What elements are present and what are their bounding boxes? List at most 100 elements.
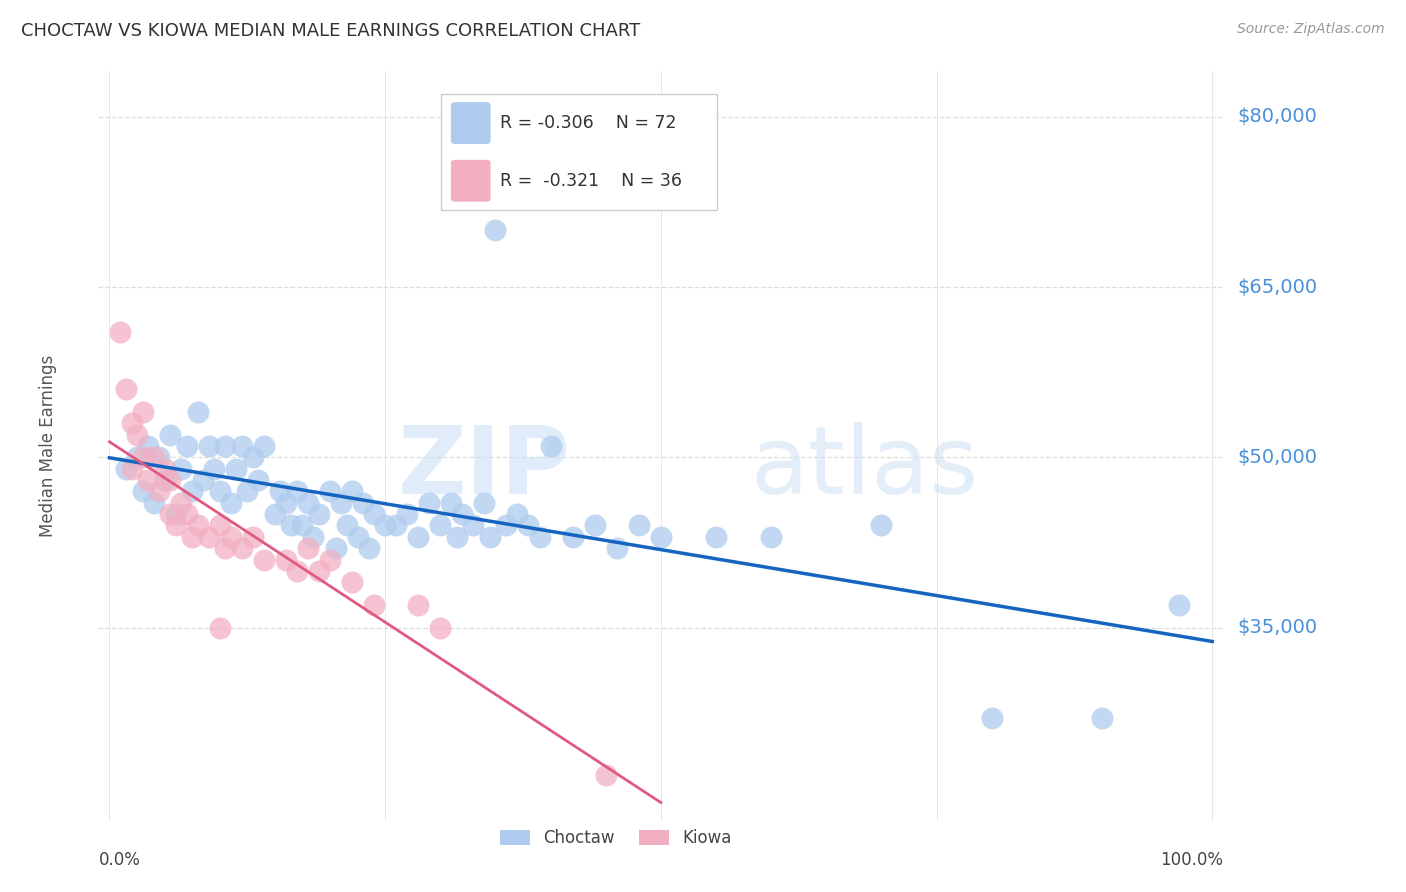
- Point: [363, 507, 385, 521]
- Point: [583, 518, 606, 533]
- Point: [253, 439, 276, 453]
- Point: [325, 541, 347, 556]
- Point: [148, 450, 170, 465]
- Point: [374, 518, 396, 533]
- Text: Source: ZipAtlas.com: Source: ZipAtlas.com: [1237, 22, 1385, 37]
- Text: 0.0%: 0.0%: [98, 851, 141, 869]
- Point: [319, 484, 342, 499]
- Point: [159, 507, 181, 521]
- Point: [115, 382, 138, 396]
- Point: [346, 530, 368, 544]
- Point: [148, 484, 170, 499]
- Text: $65,000: $65,000: [1237, 277, 1317, 296]
- Point: [870, 518, 893, 533]
- Point: [474, 496, 496, 510]
- Point: [529, 530, 551, 544]
- Point: [285, 484, 308, 499]
- Point: [253, 552, 276, 566]
- Point: [297, 541, 319, 556]
- Point: [197, 439, 219, 453]
- Point: [136, 473, 159, 487]
- Text: CHOCTAW VS KIOWA MEDIAN MALE EARNINGS CORRELATION CHART: CHOCTAW VS KIOWA MEDIAN MALE EARNINGS CO…: [21, 22, 640, 40]
- Point: [159, 427, 181, 442]
- Point: [142, 450, 165, 465]
- Point: [308, 564, 330, 578]
- Point: [115, 461, 138, 475]
- Point: [495, 518, 517, 533]
- Point: [125, 450, 148, 465]
- Point: [136, 439, 159, 453]
- Point: [197, 530, 219, 544]
- Point: [153, 461, 176, 475]
- Point: [231, 541, 253, 556]
- Point: [269, 484, 291, 499]
- Point: [219, 496, 242, 510]
- Text: $80,000: $80,000: [1237, 107, 1317, 127]
- Point: [165, 518, 187, 533]
- Point: [627, 518, 650, 533]
- Point: [357, 541, 380, 556]
- Point: [187, 405, 209, 419]
- Point: [131, 405, 153, 419]
- Point: [214, 541, 236, 556]
- Point: [302, 530, 325, 544]
- Point: [131, 484, 153, 499]
- Point: [980, 711, 1002, 725]
- Point: [231, 439, 253, 453]
- Point: [159, 473, 181, 487]
- Point: [418, 496, 440, 510]
- Point: [225, 461, 247, 475]
- FancyBboxPatch shape: [451, 161, 489, 201]
- Text: Median Male Earnings: Median Male Earnings: [39, 355, 56, 537]
- Point: [142, 496, 165, 510]
- Point: [274, 496, 297, 510]
- Point: [335, 518, 357, 533]
- Point: [297, 496, 319, 510]
- Point: [187, 518, 209, 533]
- Point: [181, 530, 204, 544]
- Point: [208, 621, 231, 635]
- Text: ZIP: ZIP: [398, 423, 571, 515]
- Point: [650, 530, 672, 544]
- Point: [1168, 598, 1191, 612]
- Point: [517, 518, 540, 533]
- Point: [540, 439, 562, 453]
- Point: [176, 507, 198, 521]
- Point: [280, 518, 302, 533]
- Text: R =  -0.321    N = 36: R = -0.321 N = 36: [501, 172, 682, 190]
- Point: [202, 461, 225, 475]
- Point: [759, 530, 782, 544]
- Point: [440, 496, 463, 510]
- Point: [308, 507, 330, 521]
- Point: [170, 496, 193, 510]
- Point: [170, 461, 193, 475]
- Text: R = -0.306    N = 72: R = -0.306 N = 72: [501, 114, 676, 132]
- Point: [340, 575, 363, 590]
- Point: [352, 496, 374, 510]
- Point: [704, 530, 727, 544]
- Point: [236, 484, 259, 499]
- FancyBboxPatch shape: [441, 94, 717, 210]
- Point: [291, 518, 314, 533]
- Point: [319, 552, 342, 566]
- Text: 100.0%: 100.0%: [1160, 851, 1223, 869]
- Point: [506, 507, 529, 521]
- Point: [121, 417, 143, 431]
- Point: [330, 496, 353, 510]
- Point: [274, 552, 297, 566]
- Point: [406, 530, 429, 544]
- Point: [446, 530, 468, 544]
- Point: [429, 518, 451, 533]
- Text: $35,000: $35,000: [1237, 618, 1317, 637]
- Point: [340, 484, 363, 499]
- Point: [242, 450, 264, 465]
- Point: [406, 598, 429, 612]
- Point: [208, 518, 231, 533]
- Point: [484, 223, 506, 237]
- Point: [429, 621, 451, 635]
- Point: [561, 530, 583, 544]
- Point: [242, 530, 264, 544]
- Point: [121, 461, 143, 475]
- Point: [463, 518, 485, 533]
- Point: [285, 564, 308, 578]
